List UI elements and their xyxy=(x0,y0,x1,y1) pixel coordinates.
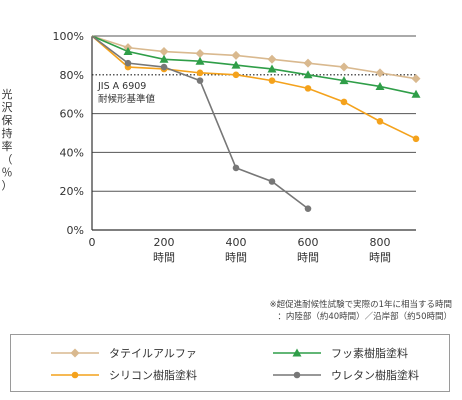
data-point xyxy=(340,98,348,106)
y-tick-label: 80% xyxy=(60,69,84,82)
data-point xyxy=(267,54,277,64)
x-tick-label: 200 xyxy=(154,236,175,249)
legend-item: タテイルアルファ xyxy=(51,344,197,362)
x-tick-label: 600 xyxy=(298,236,319,249)
data-point xyxy=(231,60,241,69)
data-point xyxy=(412,135,420,143)
data-point xyxy=(232,164,240,172)
data-point xyxy=(376,118,384,125)
data-point xyxy=(339,62,349,72)
data-point xyxy=(375,81,385,90)
legend-swatch-marker xyxy=(293,371,301,379)
reference-line-label: 耐候形基準値 xyxy=(98,93,156,105)
legend-label: シリコン樹脂塗料 xyxy=(109,369,197,382)
x-tick-label: 800 xyxy=(370,236,391,249)
data-point xyxy=(411,74,421,84)
x-tick-unit: 時間 xyxy=(369,251,391,264)
series-line xyxy=(91,35,417,80)
data-point xyxy=(124,59,132,67)
y-axis-label-char: 率 xyxy=(1,140,13,153)
plot-area: 0% 20% 40% 60% 80% 100% 0 200 時間 400 時間 600 時間 800 時間 J… xyxy=(53,30,421,264)
data-point xyxy=(304,85,312,92)
y-tick-label: 40% xyxy=(60,146,84,159)
x-tick-unit: 時間 xyxy=(225,251,247,264)
legend-swatch-marker xyxy=(71,371,79,379)
footnote-line-2: ：内陸部（約40時間）／沿岸部（約50時間） xyxy=(277,312,452,322)
legend-swatch-marker xyxy=(70,348,80,358)
data-point xyxy=(303,58,313,68)
y-tick-label: 20% xyxy=(60,185,84,198)
y-axis-label-char: ％ xyxy=(1,166,13,179)
y-axis-label-char: 保 xyxy=(1,114,13,127)
data-point xyxy=(196,69,204,77)
data-point xyxy=(375,68,385,78)
data-point xyxy=(123,47,133,56)
data-point xyxy=(195,48,205,58)
y-axis-label-char: ） xyxy=(1,179,13,192)
data-point xyxy=(411,89,421,98)
data-point xyxy=(159,47,169,57)
y-tick-label: 0% xyxy=(67,224,84,237)
data-point xyxy=(232,71,240,79)
y-tick-label: 100% xyxy=(53,30,84,43)
data-point xyxy=(159,54,169,63)
x-tick-unit: 時間 xyxy=(297,251,319,264)
footnote-line-1: ※超促進耐候性試験で実際の1年に相当する時間 xyxy=(269,300,452,310)
data-point xyxy=(303,70,313,79)
data-point xyxy=(268,77,276,84)
y-axis-label: 光沢保持率（％） xyxy=(0,88,14,192)
y-tick-label: 60% xyxy=(60,108,84,121)
legend-item: シリコン樹脂塗料 xyxy=(51,366,197,384)
legend-swatch xyxy=(51,371,99,379)
y-axis-label-char: （ xyxy=(1,153,13,166)
legend-label: ウレタン樹脂塗料 xyxy=(331,369,419,382)
data-point xyxy=(231,50,241,60)
x-tick-unit: 時間 xyxy=(153,251,175,264)
legend: タテイルアルファ シリコン樹脂塗料 フッ素樹脂塗料 ウレタン樹脂塗料 xyxy=(10,334,450,392)
y-axis-label-char: 光 xyxy=(1,88,13,101)
series-line xyxy=(91,35,417,140)
data-point xyxy=(267,64,277,73)
footnote: ※超促進耐候性試験で実際の1年に相当する時間 ：内陸部（約40時間）／沿岸部（約… xyxy=(269,299,452,323)
data-point xyxy=(195,56,205,65)
legend-swatch xyxy=(273,348,321,357)
series-line xyxy=(91,35,417,95)
data-point xyxy=(339,76,349,85)
data-point xyxy=(160,63,168,71)
y-axis-label-char: 沢 xyxy=(1,101,13,114)
legend-label: フッ素樹脂塗料 xyxy=(331,347,408,360)
data-point xyxy=(304,205,312,212)
legend-swatch xyxy=(51,348,99,358)
legend-item: ウレタン樹脂塗料 xyxy=(273,366,419,384)
x-tick-label: 400 xyxy=(226,236,247,249)
legend-swatch-marker xyxy=(292,348,302,357)
x-tick-label: 0 xyxy=(89,236,96,249)
reference-line-label: JIS A 6909 xyxy=(97,81,146,92)
legend-item: フッ素樹脂塗料 xyxy=(273,344,408,362)
data-point xyxy=(196,77,204,84)
y-axis-label-char: 持 xyxy=(1,127,13,140)
legend-swatch xyxy=(273,371,321,379)
legend-label: タテイルアルファ xyxy=(109,347,197,360)
data-point xyxy=(268,178,276,185)
